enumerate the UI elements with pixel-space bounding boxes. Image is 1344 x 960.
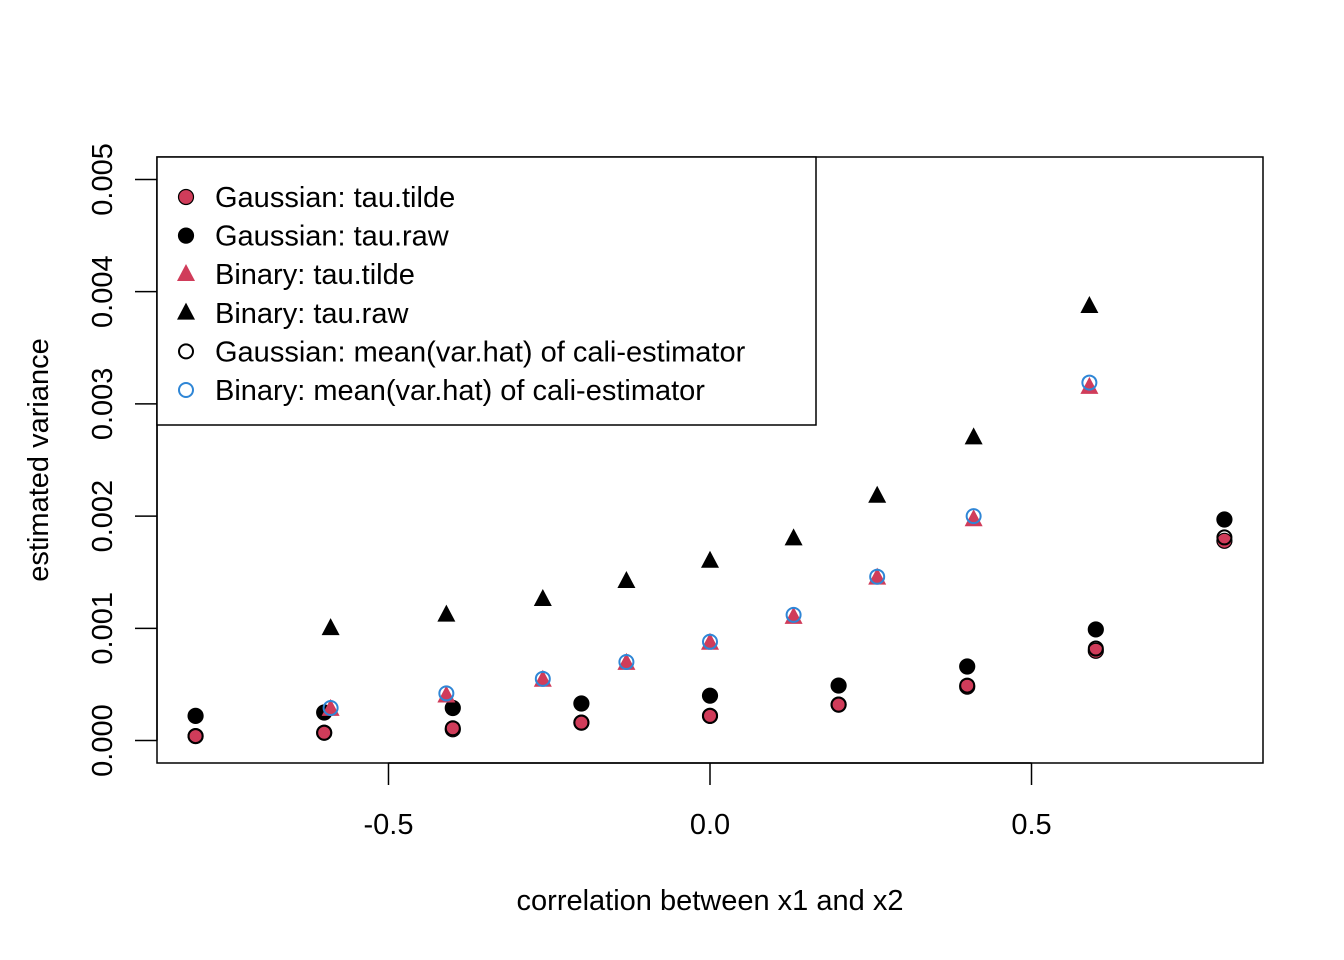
y-tick-label: 0.000 xyxy=(87,704,119,777)
legend-label: Gaussian: tau.tilde xyxy=(215,182,455,214)
data-point xyxy=(187,728,204,745)
data-point xyxy=(617,571,636,588)
data-point xyxy=(869,568,886,585)
data-point xyxy=(321,618,340,636)
data-point xyxy=(438,685,455,702)
data-point xyxy=(1216,532,1233,549)
data-point xyxy=(868,485,887,503)
data-point xyxy=(321,698,340,716)
data-point xyxy=(830,696,847,713)
series-gaussian-mean-var-hat-of-cali-estimator xyxy=(187,529,1233,745)
data-point xyxy=(444,720,461,737)
data-point xyxy=(1216,511,1233,528)
data-point xyxy=(617,652,636,670)
y-axis: 0.000 0.001 0.002 0.003 0.004 0.005 xyxy=(87,143,158,777)
data-point xyxy=(830,677,847,694)
data-point xyxy=(964,427,983,445)
data-points xyxy=(187,296,1233,745)
data-point xyxy=(1080,296,1099,314)
data-point xyxy=(618,654,635,670)
y-tick-label: 0.003 xyxy=(87,368,119,441)
legend-marker xyxy=(177,302,195,320)
data-point xyxy=(701,632,719,650)
data-point xyxy=(573,714,590,731)
series-gaussian-tau-raw xyxy=(187,511,1233,724)
data-point xyxy=(316,724,333,741)
series-binary-tau-raw xyxy=(321,296,1099,636)
legend-box xyxy=(156,156,817,426)
y-tick-label: 0.005 xyxy=(87,143,119,216)
data-point xyxy=(187,707,204,724)
data-point xyxy=(784,528,803,546)
data-point xyxy=(959,658,976,675)
x-tick-label: 0.0 xyxy=(690,809,730,841)
legend-marker xyxy=(177,227,195,244)
series-binary-mean-var-hat-of-cali-estimator xyxy=(322,374,1098,717)
legend-marker xyxy=(177,264,195,281)
data-point xyxy=(868,567,887,585)
x-tick-label: -0.5 xyxy=(363,809,413,841)
data-point xyxy=(534,670,551,687)
x-axis: -0.5 0.0 0.5 xyxy=(363,762,1052,841)
data-point xyxy=(1081,374,1098,391)
data-point xyxy=(702,707,718,724)
data-point xyxy=(1087,640,1104,657)
y-axis-label: estimated variance xyxy=(23,338,55,581)
data-point xyxy=(1080,376,1099,394)
legend-label: Binary: tau.tilde xyxy=(215,259,415,291)
data-point xyxy=(965,508,982,525)
data-point xyxy=(322,700,339,717)
data-point xyxy=(573,695,590,712)
data-point xyxy=(533,588,552,606)
legend-label: Gaussian: tau.raw xyxy=(215,221,450,253)
data-point xyxy=(533,669,552,687)
data-point xyxy=(1216,529,1233,546)
y-tick-label: 0.001 xyxy=(87,592,119,665)
legend-marker xyxy=(177,188,195,206)
legend-marker xyxy=(178,382,194,398)
data-point xyxy=(701,550,719,568)
legend: Gaussian: tau.tilde Gaussian: tau.raw Bina… xyxy=(156,156,817,426)
data-point xyxy=(959,677,976,694)
y-tick-label: 0.002 xyxy=(87,480,119,553)
legend-label: Binary: tau.raw xyxy=(215,298,409,330)
x-tick-label: 0.5 xyxy=(1011,809,1051,841)
legend-label: Binary: mean(var.hat) of cali-estimator xyxy=(215,375,705,407)
legend-label: Gaussian: mean(var.hat) of cali-estimato… xyxy=(215,336,746,368)
data-point xyxy=(702,633,718,650)
y-tick-label: 0.004 xyxy=(87,255,119,328)
data-point xyxy=(1087,621,1104,638)
data-point xyxy=(785,606,802,623)
data-point xyxy=(437,604,456,622)
data-point xyxy=(701,687,719,704)
legend-marker xyxy=(178,343,194,360)
data-point xyxy=(444,699,461,717)
x-axis-label: correlation between x1 and x2 xyxy=(517,885,904,917)
